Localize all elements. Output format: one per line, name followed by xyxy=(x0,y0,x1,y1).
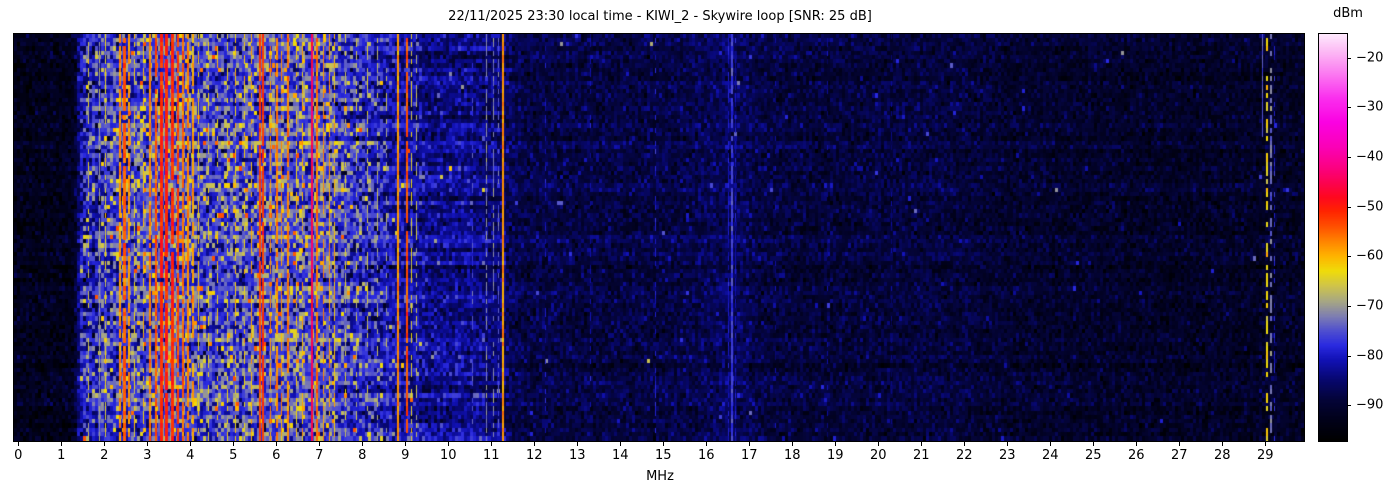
colorbar-tick-mark xyxy=(1347,57,1351,59)
x-tick-label: 9 xyxy=(401,448,410,463)
x-tick-label: 3 xyxy=(143,448,152,463)
x-tick-mark xyxy=(61,442,63,446)
x-tick-label: 15 xyxy=(655,448,672,463)
x-tick-mark xyxy=(534,442,536,446)
colorbar-tick-label: −30 xyxy=(1356,99,1384,115)
x-tick-label: 1 xyxy=(57,448,66,463)
x-tick-mark xyxy=(276,442,278,446)
colorbar-tick-label: −40 xyxy=(1356,149,1384,165)
colorbar-tick-mark xyxy=(1347,107,1351,109)
x-tick-mark xyxy=(319,442,321,446)
x-tick-mark xyxy=(792,442,794,446)
x-tick-mark xyxy=(1222,442,1224,446)
x-tick-label: 2 xyxy=(100,448,109,463)
x-tick-mark xyxy=(190,442,192,446)
x-tick-label: 22 xyxy=(956,448,973,463)
x-tick-label: 5 xyxy=(229,448,238,463)
colorbar-tick-label: −20 xyxy=(1356,50,1384,66)
x-tick-label: 13 xyxy=(569,448,586,463)
x-tick-mark xyxy=(1093,442,1095,446)
x-tick-label: 28 xyxy=(1214,448,1231,463)
x-tick-label: 11 xyxy=(483,448,500,463)
colorbar-tick-label: −90 xyxy=(1356,397,1384,413)
x-tick-label: 21 xyxy=(913,448,930,463)
x-tick-mark xyxy=(491,442,493,446)
x-tick-mark xyxy=(233,442,235,446)
waterfall-plot-area xyxy=(13,33,1305,442)
x-tick-mark xyxy=(921,442,923,446)
colorbar-tick-label: −70 xyxy=(1356,298,1384,314)
x-tick-label: 6 xyxy=(272,448,281,463)
x-tick-mark xyxy=(620,442,622,446)
x-tick-mark xyxy=(1136,442,1138,446)
x-tick-label: 29 xyxy=(1257,448,1274,463)
x-tick-label: 7 xyxy=(315,448,324,463)
x-tick-mark xyxy=(706,442,708,446)
colorbar-tick-mark xyxy=(1347,206,1351,208)
x-tick-label: 20 xyxy=(870,448,887,463)
x-tick-label: 24 xyxy=(1042,448,1059,463)
colorbar xyxy=(1318,33,1348,442)
x-tick-mark xyxy=(749,442,751,446)
x-tick-mark xyxy=(104,442,106,446)
x-tick-label: 0 xyxy=(14,448,23,463)
x-tick-mark xyxy=(1050,442,1052,446)
x-tick-label: 16 xyxy=(698,448,715,463)
x-tick-mark xyxy=(18,442,20,446)
x-tick-label: 4 xyxy=(186,448,195,463)
colorbar-tick-label: −80 xyxy=(1356,348,1384,364)
x-tick-mark xyxy=(878,442,880,446)
x-tick-mark xyxy=(1179,442,1181,446)
x-tick-label: 8 xyxy=(358,448,367,463)
waterfall-canvas xyxy=(14,34,1304,441)
x-tick-label: 12 xyxy=(526,448,543,463)
colorbar-tick-mark xyxy=(1347,355,1351,357)
colorbar-tick-mark xyxy=(1347,157,1351,159)
colorbar-tick-label: −60 xyxy=(1356,248,1384,264)
x-tick-label: 10 xyxy=(440,448,457,463)
colorbar-tick-label: −50 xyxy=(1356,199,1384,215)
x-tick-label: 14 xyxy=(612,448,629,463)
x-tick-mark xyxy=(147,442,149,446)
x-tick-label: 25 xyxy=(1085,448,1102,463)
x-tick-mark xyxy=(835,442,837,446)
x-tick-mark xyxy=(405,442,407,446)
chart-title: 22/11/2025 23:30 local time - KIWI_2 - S… xyxy=(448,9,872,24)
colorbar-tick-mark xyxy=(1347,405,1351,407)
x-tick-label: 18 xyxy=(784,448,801,463)
colorbar-unit-label: dBm xyxy=(1333,6,1363,21)
colorbar-tick-mark xyxy=(1347,305,1351,307)
colorbar-canvas xyxy=(1319,34,1347,441)
x-tick-label: 27 xyxy=(1171,448,1188,463)
x-axis-label: MHz xyxy=(646,469,674,484)
x-tick-mark xyxy=(1007,442,1009,446)
x-tick-mark xyxy=(577,442,579,446)
x-tick-mark xyxy=(448,442,450,446)
x-tick-mark xyxy=(1265,442,1267,446)
x-tick-label: 23 xyxy=(999,448,1016,463)
x-tick-mark xyxy=(964,442,966,446)
x-tick-mark xyxy=(663,442,665,446)
x-tick-label: 19 xyxy=(827,448,844,463)
x-tick-label: 17 xyxy=(741,448,758,463)
x-tick-mark xyxy=(362,442,364,446)
colorbar-tick-mark xyxy=(1347,256,1351,258)
x-tick-label: 26 xyxy=(1128,448,1145,463)
